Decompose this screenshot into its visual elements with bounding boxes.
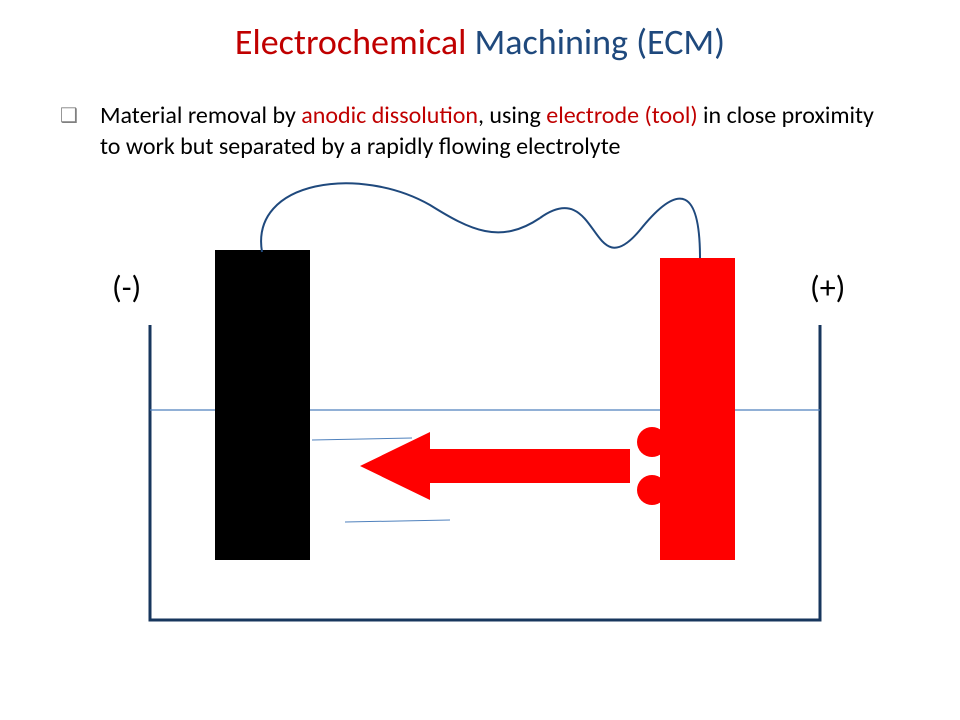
ecm-diagram (0, 0, 960, 720)
